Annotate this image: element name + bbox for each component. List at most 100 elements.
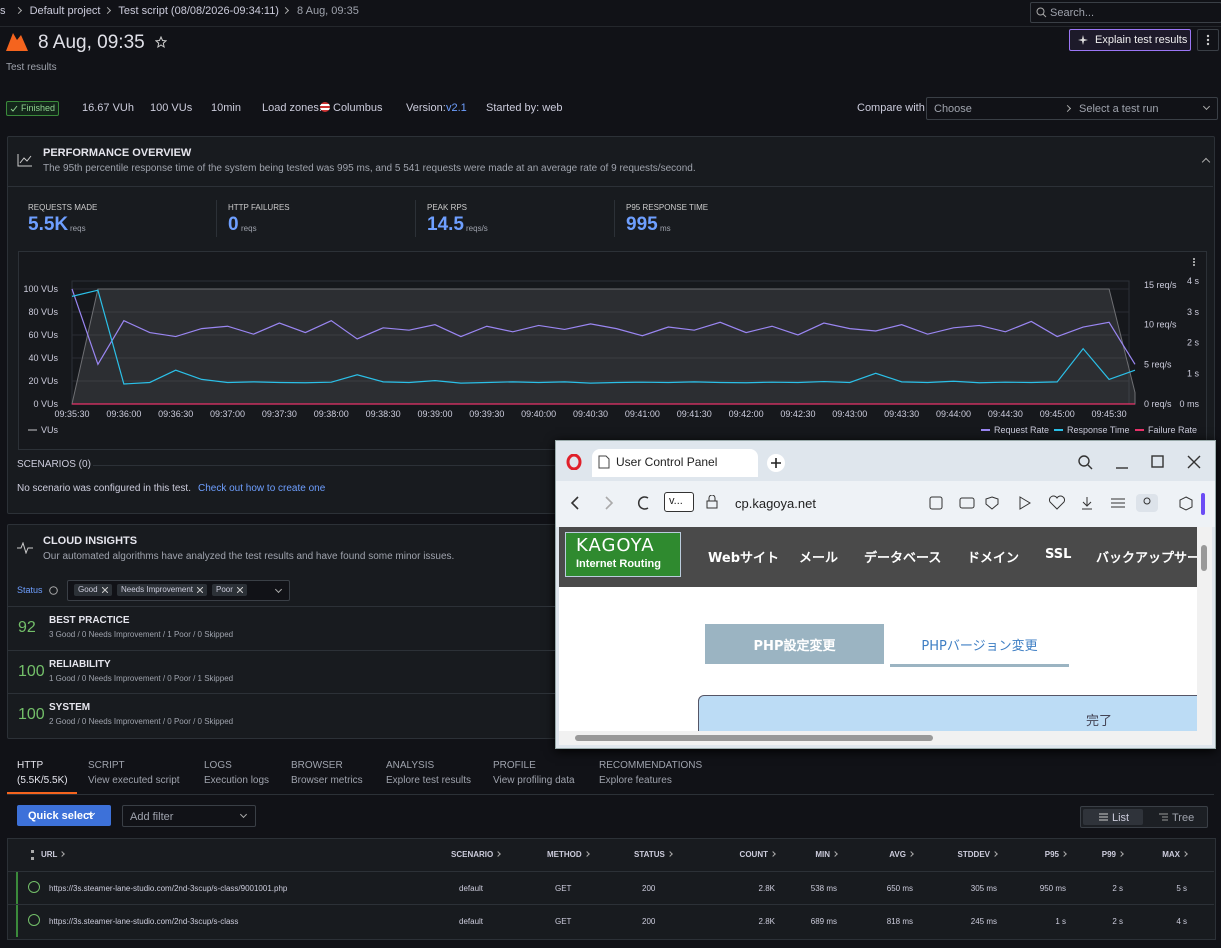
tab-subtitle[interactable]: Explore features xyxy=(599,775,672,786)
tab-label: PHPバージョン変更 xyxy=(921,639,1038,654)
more-button[interactable] xyxy=(1197,29,1219,51)
column-header[interactable]: P95 xyxy=(966,850,1067,859)
tree-label[interactable]: Tree xyxy=(1172,812,1195,824)
shape xyxy=(1193,258,1195,260)
x-tick-label: 09:36:30 xyxy=(158,409,193,419)
list-button[interactable] xyxy=(1083,809,1143,825)
crumb[interactable]: Default project xyxy=(29,5,101,17)
nav-item[interactable]: バックアップサービス xyxy=(1096,551,1197,566)
new-tab[interactable] xyxy=(766,453,786,473)
column-header[interactable]: AVG xyxy=(813,850,914,859)
chip-remove[interactable] xyxy=(197,587,204,593)
insight-detail: 1 Good / 0 Needs Improvement / 0 Poor / … xyxy=(49,674,234,683)
nav-item[interactable]: Webサイト xyxy=(708,551,779,566)
star[interactable] xyxy=(155,36,167,48)
column-header[interactable]: P99 xyxy=(1023,850,1124,859)
cell: default xyxy=(459,884,484,893)
shape xyxy=(1159,813,1168,821)
quick-select[interactable]: Quick select xyxy=(17,805,111,826)
tab-subtitle[interactable]: Explore test results xyxy=(386,775,472,786)
cell: https://3s.steamer-lane-studio.com/2nd-3… xyxy=(49,884,288,893)
column-header[interactable]: SCENARIO xyxy=(451,850,502,859)
tab-title[interactable]: HTTP xyxy=(17,760,44,771)
column-header[interactable]: METHOD xyxy=(547,850,590,859)
address-short: v... xyxy=(669,495,683,507)
tab-title[interactable]: RECOMMENDATIONS xyxy=(599,760,703,771)
nav-item[interactable]: SSL xyxy=(1045,547,1072,562)
extensions[interactable] xyxy=(1176,493,1210,515)
nav-item[interactable]: データベース xyxy=(864,551,942,566)
chip[interactable]: Good xyxy=(74,584,112,596)
tree-icon xyxy=(1159,813,1168,821)
duration: 10min xyxy=(211,102,241,114)
x-tick-label: 09:43:30 xyxy=(884,409,919,419)
chip-remove[interactable] xyxy=(101,587,108,593)
window-controls[interactable] xyxy=(1076,453,1206,471)
tab-subtitle[interactable]: Browser metrics xyxy=(291,775,363,786)
version[interactable]: v2.1 xyxy=(446,102,467,114)
y-tick-label: 0 req/s xyxy=(1144,399,1172,409)
y-tick-label: 60 VUs xyxy=(28,330,58,340)
v-scrollbar[interactable] xyxy=(1197,527,1212,745)
h-scrollbar[interactable] xyxy=(559,731,1212,745)
scroll-thumb[interactable] xyxy=(1201,545,1207,571)
scroll-thumb[interactable] xyxy=(575,735,933,741)
chip-remove[interactable] xyxy=(236,587,243,593)
tab-subtitle[interactable]: (5.5K/5.5K) xyxy=(17,775,68,786)
add-filter[interactable]: Add filter xyxy=(122,805,256,827)
tab-subtitle[interactable]: Execution logs xyxy=(204,775,270,786)
add-filter-label: Add filter xyxy=(130,811,174,823)
tab-title[interactable]: SCRIPT xyxy=(88,760,125,771)
vuh: 16.67 VUh xyxy=(82,102,134,114)
column-header[interactable]: STATUS xyxy=(634,850,673,859)
tab-title[interactable]: LOGS xyxy=(204,760,232,771)
url[interactable]: cp.kagoya.net xyxy=(735,496,816,511)
search[interactable]: Search... xyxy=(1030,2,1221,23)
column-header[interactable]: URL xyxy=(41,850,66,859)
shape xyxy=(1179,496,1193,511)
toolbar-icons[interactable] xyxy=(928,494,1168,512)
compare-select[interactable]: Choose Select a test run xyxy=(926,97,1218,120)
tab-title[interactable]: PROFILE xyxy=(493,760,536,771)
php-settings-tab[interactable]: PHP設定変更 xyxy=(705,624,884,664)
kagoya-logo[interactable]: KAGOYA Internet Routing xyxy=(565,532,681,577)
shape xyxy=(236,587,243,593)
opera-logo xyxy=(566,454,582,470)
php-version-tab[interactable]: PHPバージョン変更 xyxy=(890,624,1069,667)
site-info[interactable]: v... xyxy=(664,492,694,512)
tab-title[interactable]: ANALYSIS xyxy=(386,760,435,771)
tab-title[interactable]: BROWSER xyxy=(291,760,343,771)
status-filter[interactable]: Good Needs Improvement Poor xyxy=(67,580,290,601)
column-header[interactable]: MIN xyxy=(737,850,838,859)
nav-buttons[interactable] xyxy=(568,494,658,512)
browser-tab[interactable] xyxy=(592,449,758,477)
chart-panel: 0 VUs 20 VUs 40 VUs 60 VUs 80 VUs 100 VUs 0 re… xyxy=(18,251,1207,450)
tab-subtitle[interactable]: View executed script xyxy=(88,775,180,786)
column-header[interactable]: MAX xyxy=(1087,850,1188,859)
nav-item[interactable]: メール xyxy=(799,551,839,566)
shape xyxy=(281,6,290,15)
crumb[interactable]: Test script (08/08/2026-09:34:11) xyxy=(118,5,279,17)
nav-item[interactable]: ドメイン xyxy=(967,551,1020,566)
shape xyxy=(1082,497,1092,510)
metric-divider xyxy=(415,200,416,237)
score: 100 xyxy=(18,663,45,680)
crumb[interactable]: s xyxy=(0,5,6,17)
scenarios-link[interactable]: Check out how to create one xyxy=(198,483,326,494)
chart: 0 VUs 20 VUs 40 VUs 60 VUs 80 VUs 100 VUs 0 re… xyxy=(23,258,1199,435)
explain-button[interactable]: Explain test results xyxy=(1069,29,1191,51)
version-label: Version: xyxy=(406,102,446,114)
cell: default xyxy=(459,917,484,926)
shape xyxy=(1187,455,1201,469)
y-tick-label: 0 ms xyxy=(1179,399,1199,409)
shape xyxy=(103,6,111,15)
column-header[interactable]: COUNT xyxy=(675,850,776,859)
tab-subtitle[interactable]: View profiling data xyxy=(493,775,575,786)
chip[interactable]: Poor xyxy=(212,584,247,596)
column-header[interactable]: STDDEV xyxy=(897,850,998,859)
page-title: 8 Aug, 09:35 xyxy=(38,32,145,53)
shape xyxy=(706,500,718,509)
chip[interactable]: Needs Improvement xyxy=(117,584,208,596)
cell: GET xyxy=(555,884,572,893)
metric-label: REQUESTS MADE xyxy=(28,203,98,212)
